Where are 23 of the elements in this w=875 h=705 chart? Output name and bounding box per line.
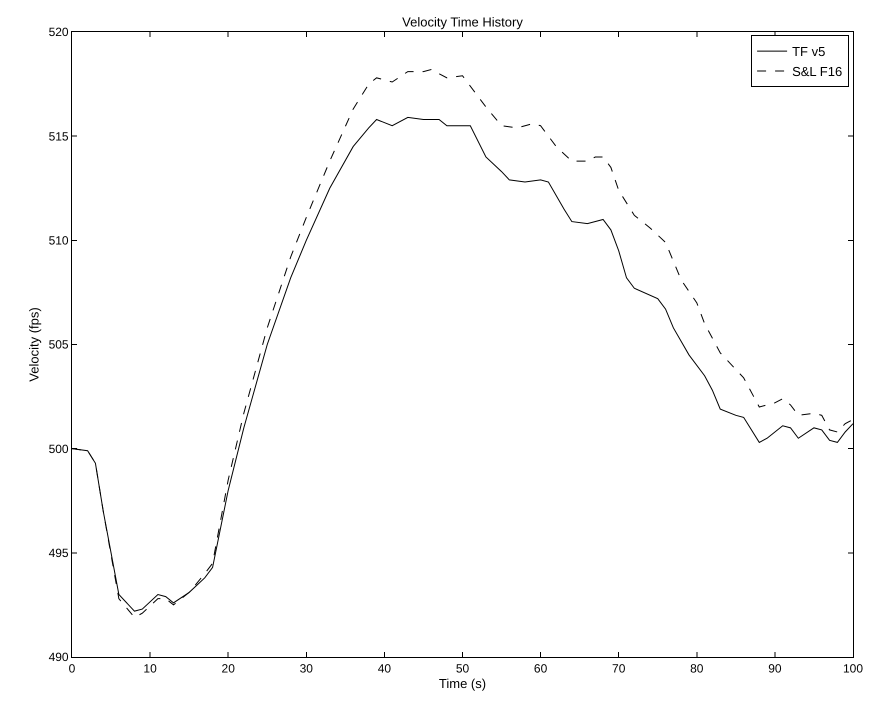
x-tick-label: 30 [300,661,314,676]
x-tick-label: 50 [456,661,470,676]
x-tick-label: 20 [222,661,236,676]
y-tick-label: 515 [48,129,69,144]
legend-label: S&L F16 [792,64,842,80]
x-tick-label: 70 [612,661,626,676]
x-tick-label: 0 [68,661,76,676]
x-axis-title: Time (s) [438,676,486,691]
x-tick-label: 90 [768,661,782,676]
x-tick-label: 40 [378,661,392,676]
x-tick-label: 60 [534,661,548,676]
y-tick-label: 495 [48,546,69,560]
y-tick-label: 500 [48,442,69,456]
y-tick-label: 510 [48,234,69,248]
legend-label: TF v5 [792,44,826,60]
y-tick-label: 520 [48,25,69,40]
x-tick-label: 100 [842,661,864,676]
y-tick-label: 490 [48,650,69,664]
chart-title: Velocity Time History [402,14,524,30]
y-tick-label: 505 [48,338,69,352]
x-tick-label: 80 [690,661,704,676]
x-tick-label: 10 [143,661,158,676]
y-axis-title: Velocity (fps) [26,307,42,382]
